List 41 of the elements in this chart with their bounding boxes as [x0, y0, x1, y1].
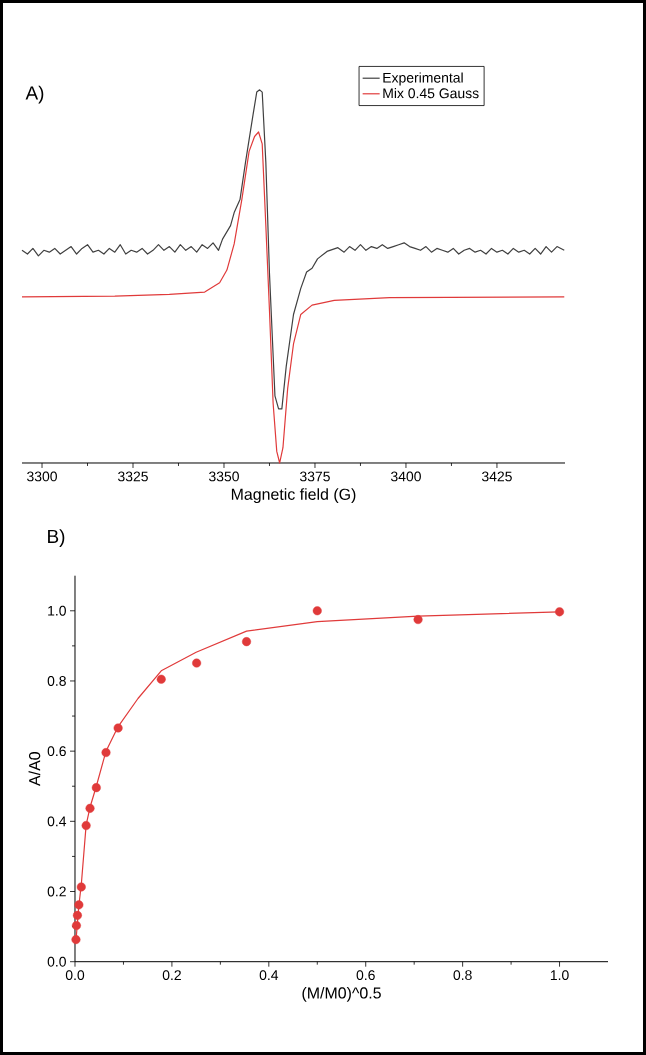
point	[555, 607, 565, 617]
x-axis-title: (M/M0)^0.5	[302, 986, 381, 1002]
x-tick-label: 3400	[390, 471, 421, 482]
point	[81, 821, 91, 831]
legend-label: Experimental	[383, 72, 463, 86]
y-tick-label: 0.0	[47, 956, 66, 967]
y-tick-label: 0.8	[47, 676, 66, 686]
point	[72, 910, 82, 920]
point	[312, 606, 322, 616]
x-tick-label: 0.4	[259, 970, 279, 981]
point	[71, 921, 81, 931]
x-tick-label: 0.6	[356, 970, 375, 981]
point	[156, 674, 166, 684]
x-tick-label: 3375	[299, 471, 330, 482]
x-tick-label: 3325	[118, 471, 148, 482]
x-axis-title: Magnetic field (G)	[231, 488, 356, 504]
x-tick-label: 0.2	[162, 970, 181, 981]
point	[76, 882, 86, 892]
chart-title: A)	[25, 85, 44, 104]
x-tick-label: 3300	[27, 471, 57, 482]
y-tick-label: 0.2	[47, 886, 66, 897]
legend-label: Mix 0.45 Gauss	[383, 87, 479, 99]
x-tick-label: 0.8	[453, 970, 472, 981]
x-tick-label: 0.0	[65, 970, 85, 981]
point	[91, 783, 101, 793]
y-axis-title: A/A0	[28, 752, 41, 786]
y-tick-label: 0.6	[47, 746, 66, 757]
x-tick-label: 3425	[481, 471, 512, 482]
x-tick-label: 3350	[209, 471, 239, 482]
point	[85, 803, 95, 813]
point	[413, 615, 423, 625]
point	[71, 935, 81, 945]
point	[242, 637, 252, 647]
chart-title: B)	[48, 529, 65, 547]
point	[101, 748, 111, 758]
y-tick-label: 0.4	[47, 816, 67, 827]
point	[113, 723, 123, 733]
y-tick-label: 1.0	[48, 605, 66, 616]
point	[74, 900, 84, 910]
x-tick-label: 1.0	[550, 970, 569, 981]
point	[192, 658, 202, 668]
